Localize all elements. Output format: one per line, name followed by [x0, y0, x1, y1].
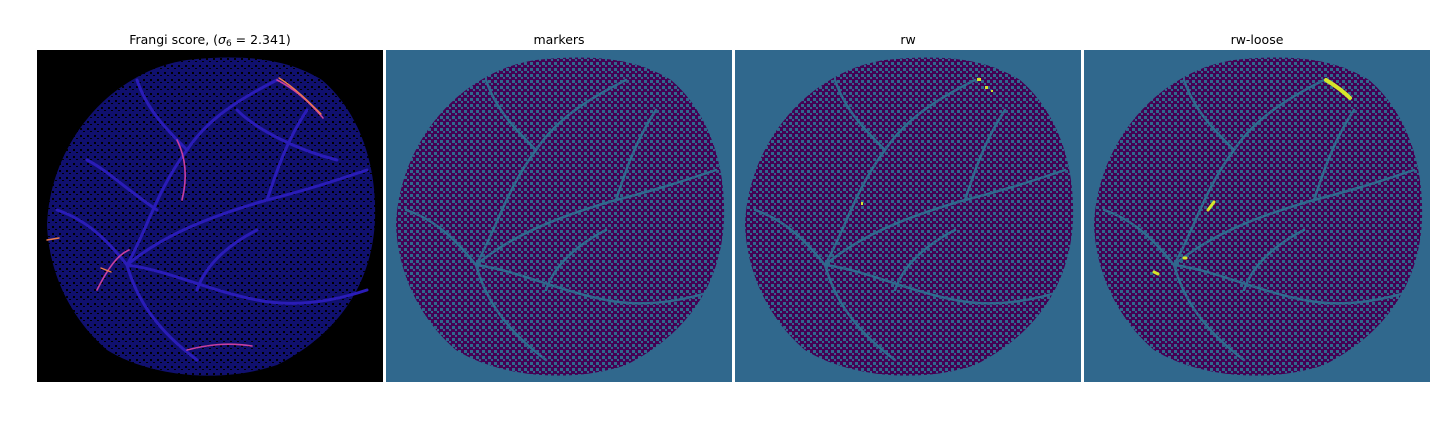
- vessel-network: [55, 78, 369, 362]
- panel-title-rw-loose: rw-loose: [1230, 32, 1284, 47]
- sigma-subscript: 6: [225, 39, 232, 49]
- vessel-network: [1102, 78, 1416, 362]
- highlighted-regions: [861, 78, 993, 205]
- markers-canvas: [386, 50, 732, 382]
- sigma-symbol: σ: [218, 32, 226, 47]
- tissue-region: [745, 57, 1074, 376]
- panel-title-markers: markers: [533, 32, 585, 47]
- tissue-region: [396, 57, 725, 376]
- peak-response-vessels: [46, 77, 322, 273]
- frangi-score-image: [37, 50, 383, 382]
- highlighted-regions: [1152, 78, 1352, 276]
- rw-image: [735, 50, 1081, 382]
- panel-title-rw: rw: [900, 32, 916, 47]
- frangi-score-canvas: [37, 50, 383, 382]
- panel-title-frangi: Frangi score, (σ6 = 2.341): [37, 32, 383, 49]
- rw-canvas: [735, 50, 1081, 382]
- markers-image: [386, 50, 732, 382]
- frangi-title-prefix: Frangi score, (: [129, 32, 219, 47]
- rw-loose-canvas: [1084, 50, 1430, 382]
- vessel-network: [753, 78, 1067, 362]
- rw-loose-image: [1084, 50, 1430, 382]
- frangi-title-suffix: = 2.341): [231, 32, 291, 47]
- vessel-network: [404, 78, 718, 362]
- tissue-region: [1094, 57, 1423, 376]
